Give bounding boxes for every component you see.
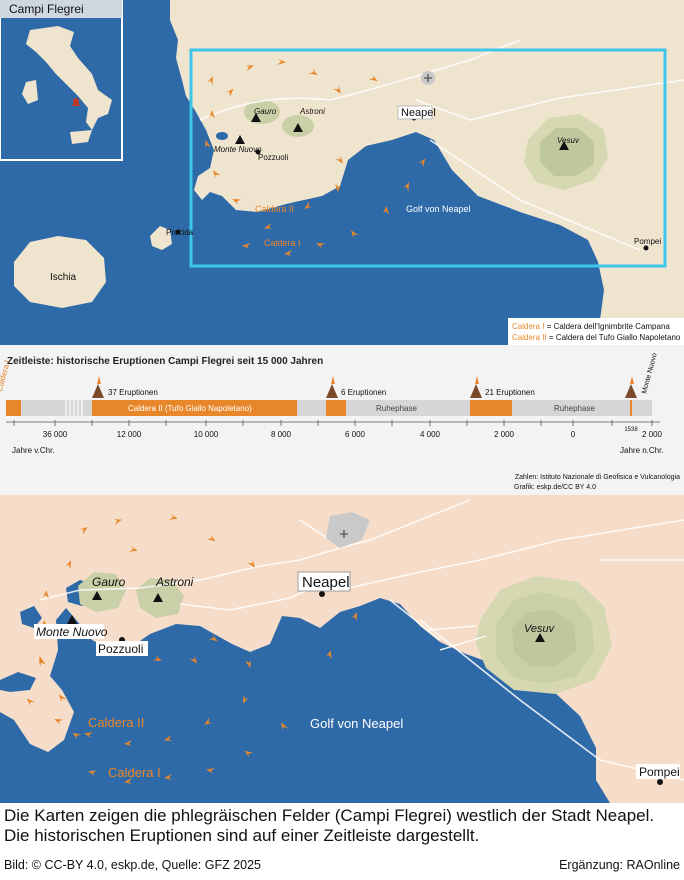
overview-legend: Caldera I = Caldera dell'Ignimbrite Camp… xyxy=(508,318,684,345)
detail-map: Neapel Vesuv Gauro Astroni Monte Nuovo P… xyxy=(0,495,684,803)
timeline-tick-label: 8 000 xyxy=(271,430,292,439)
timeline-eruptions-37: 37 Eruptionen xyxy=(108,388,158,397)
timeline-tick-label: 6 000 xyxy=(345,430,366,439)
ischia-island xyxy=(14,236,106,308)
detail-caldera1-label: Caldera I xyxy=(108,765,161,780)
image-credit: Bild: © CC-BY 4.0, eskp.de, Quelle: GFZ … xyxy=(4,858,262,872)
overview-astroni-label: Astroni xyxy=(299,107,325,116)
detail-gauro-crater xyxy=(78,572,126,612)
sicily xyxy=(70,130,92,144)
detail-roads xyxy=(39,499,684,781)
detail-area-frame xyxy=(189,48,667,268)
overview-pompei-dot xyxy=(643,245,649,251)
overview-procida-label: Procida xyxy=(166,228,194,237)
timeline-ruhephase-1: Ruhephase xyxy=(376,404,417,413)
timeline-caldera-1-label: Caldera I xyxy=(0,359,12,393)
overview-gauro-label: Gauro xyxy=(254,107,277,116)
timeline-break xyxy=(65,400,83,416)
procida-island xyxy=(150,226,172,250)
overview-montenuovo-label: Monte Nuovo xyxy=(214,145,262,154)
detail-montenuovo-label: Monte Nuovo xyxy=(36,625,108,639)
detail-gauro-label: Gauro xyxy=(92,575,126,589)
overview-golf-label: Golf von Neapel xyxy=(406,204,471,214)
timeline-segment-monte-nuovo xyxy=(630,400,632,416)
detail-pozzuoli-box xyxy=(96,641,148,656)
eruption-volcano-icon xyxy=(92,376,637,398)
overview-map-title: Campi Flegrei xyxy=(9,2,84,16)
timeline-tick-label: 36 000 xyxy=(43,430,68,439)
timeline-tick-label: 2 000 xyxy=(494,430,515,439)
detail-lake xyxy=(0,672,36,692)
overview-neapel-label: Neapel xyxy=(401,107,436,119)
timeline-era-ad: Jahre n.Chr. xyxy=(620,446,664,455)
timeline-ruhephase-2: Ruhephase xyxy=(554,404,595,413)
timeline-tick-label: 0 xyxy=(571,430,576,439)
overview-lake xyxy=(216,132,228,140)
timeline-tick-label: 10 000 xyxy=(194,430,219,439)
timeline-tick-labels: 36 000 12 000 10 000 8 000 6 000 4 000 2… xyxy=(43,430,663,439)
timeline-segment-caldera-2 xyxy=(92,400,297,416)
timeline-eruptions-21: 21 Eruptionen xyxy=(485,388,535,397)
legend-item-caldera-2: Caldera II = Caldera del Tufo Giallo Nap… xyxy=(512,333,681,342)
timeline-tick-label: 2 000 xyxy=(642,430,663,439)
detail-vesuv-label: Vesuv xyxy=(524,623,556,635)
timeline: Zeitleiste: historische Eruptionen Campi… xyxy=(0,345,684,495)
overview-caldera1-label: Caldera I xyxy=(264,238,301,248)
legend-item-caldera-1: Caldera I = Caldera dell'Ignimbrite Camp… xyxy=(512,322,670,331)
figure-caption: Die Karten zeigen die phlegräischen Feld… xyxy=(4,806,655,845)
overview-map: Neapel Vesuv Gauro Astroni Monte Nuovo P… xyxy=(0,0,684,345)
timeline-caldera-2-label: Caldera II (Tufo Giallo Napoletano) xyxy=(128,404,252,413)
timeline-year-1538: 1538 xyxy=(624,427,638,433)
timeline-source: Zahlen: Istituto Nazionale di Geofisica … xyxy=(515,474,680,481)
detail-pompei-dot xyxy=(657,779,663,785)
overview-caldera2-label: Caldera II xyxy=(255,204,294,214)
detail-vesuv xyxy=(427,576,612,694)
detail-mainland xyxy=(0,495,684,803)
timeline-era-bc: Jahre v.Chr. xyxy=(12,446,55,455)
overview-pozzuoli-dot xyxy=(255,149,261,155)
detail-caldera2-label: Caldera II xyxy=(88,715,144,730)
detail-pozzuoli-label: Pozzuoli xyxy=(98,642,143,656)
detail-neapel-label: Neapel xyxy=(302,574,350,591)
detail-astroni-label: Astroni xyxy=(155,575,194,589)
overview-procida-dot xyxy=(175,229,181,235)
overview-neapel-box xyxy=(397,105,433,120)
italy-inset: Campi Flegrei xyxy=(0,0,123,161)
detail-pompei-box xyxy=(636,764,680,779)
supplement-credit: Ergänzung: RAOnline xyxy=(559,858,680,872)
timeline-segment-eruptions-3 xyxy=(470,400,512,416)
detail-neapel-dot xyxy=(319,591,325,597)
overview-airport-icon xyxy=(420,70,436,86)
timeline-graphic-credit: Grafik: eskp.de/CC BY 4.0 xyxy=(514,484,596,491)
overview-vesuv xyxy=(524,114,608,190)
italy-mainland xyxy=(26,26,112,130)
timeline-title: Zeitleiste: historische Eruptionen Campi… xyxy=(7,356,323,367)
timeline-axis-ticks xyxy=(13,420,653,426)
timeline-tick-label: 4 000 xyxy=(420,430,441,439)
detail-airport-icon xyxy=(336,526,352,542)
sardinia xyxy=(22,80,38,104)
overview-ischia-label: Ischia xyxy=(50,272,77,283)
detail-neapel-box xyxy=(297,571,351,592)
overview-pozzuoli-label: Pozzuoli xyxy=(258,153,288,162)
timeline-segment-caldera-1 xyxy=(6,400,21,416)
detail-golf-label: Golf von Neapel xyxy=(310,716,403,731)
overview-roads xyxy=(199,39,684,251)
detail-montenuovo-box xyxy=(34,624,104,639)
overview-pompei-label: Pompei xyxy=(634,237,661,246)
timeline-eruptions-6: 6 Eruptionen xyxy=(341,388,386,397)
detail-pompei-label: Pompei xyxy=(639,765,680,779)
detail-lake xyxy=(20,606,42,628)
timeline-tick-label: 12 000 xyxy=(117,430,142,439)
overview-vesuv-label: Vesuv xyxy=(557,136,580,145)
timeline-segment-eruptions-2 xyxy=(326,400,346,416)
overview-mainland xyxy=(170,0,684,345)
overview-gauro-crater xyxy=(244,100,280,124)
